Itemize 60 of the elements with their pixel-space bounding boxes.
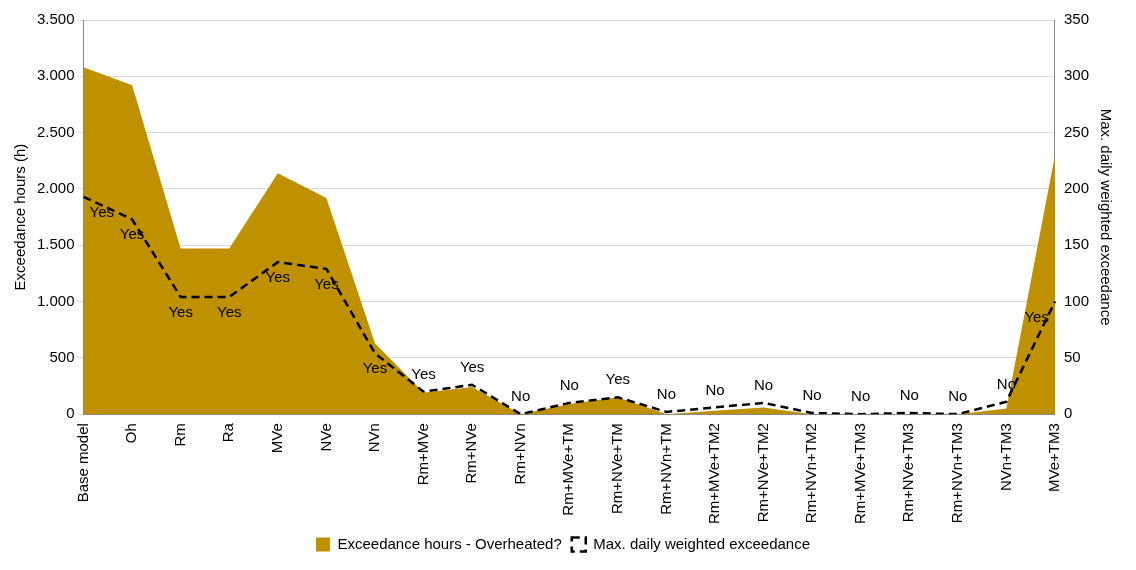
x-tick-label: MVe+TM3 [1045,423,1063,492]
x-tick-label: Rm+NVn+TM [656,423,674,515]
data-label: No [705,380,725,398]
data-label: No [511,387,531,405]
y2-tick-label: 300 [1063,66,1089,84]
x-tick-label: Rm+NVn [510,423,528,485]
x-tick-label: Rm+NVn+TM3 [947,423,965,524]
x-tick-label: Rm+MVe+TM [559,423,577,516]
x-tick-label: Rm+NVn+TM2 [802,423,820,524]
x-tick-label: NVn [365,423,383,453]
x-tick-label: Rm+MVe+TM3 [850,423,868,525]
y-tick-label: 500 [49,347,75,365]
y2-tick-label: 0 [1063,404,1073,422]
y2-tick-label: 50 [1063,347,1081,365]
y2-tick-label: 200 [1063,179,1089,197]
x-tick-label: Rm [170,423,188,447]
y2-tick-label: 350 [1063,10,1089,28]
y-tick-label: 2.500 [36,122,75,140]
y-tick-label: 0 [66,404,75,422]
data-label: No [802,386,822,404]
x-tick-label: NVn+TM3 [996,423,1014,492]
data-label: No [948,387,968,405]
y2-tick-label: 150 [1063,235,1089,253]
y2-tick-label: 250 [1063,122,1089,140]
data-label: Yes [362,359,388,377]
x-tick-label: Rm+NVe [462,423,480,484]
y-tick-label: 3.500 [36,10,75,28]
y-tick-label: 2.000 [36,179,75,197]
data-label: Yes [265,268,291,286]
data-label: No [899,386,919,404]
data-label: Yes [217,303,242,321]
data-label: Yes [119,225,145,243]
x-tick-label: MVe [267,423,285,454]
data-label: Yes [1024,307,1049,325]
data-label: No [656,385,676,403]
y-axis-title: Exceedance hours (h) [11,143,29,291]
x-tick-label: Rm+NVe+TM2 [753,423,771,523]
data-label: No [559,376,579,394]
data-label: Yes [168,303,193,321]
x-tick-label: Oh [122,423,140,444]
data-label: Yes [605,370,631,388]
y-tick-label: 1.500 [36,235,75,253]
data-label: Yes [411,364,436,382]
x-tick-label: Rm+MVe+TM2 [705,423,723,525]
x-tick-label: Rm+NVe+TM3 [899,423,917,523]
x-tick-label: Ra [219,422,237,443]
y2-axis-title: Max. daily weighted exceedance [1097,108,1115,326]
y-tick-label: 1.000 [36,291,75,309]
data-label: Yes [459,358,485,375]
x-tick-label: Rm+MVe [413,423,431,486]
x-tick-label: NVe [316,423,334,452]
data-label: No [851,387,871,405]
x-tick-label: Base model [73,423,91,503]
y-tick-label: 3.000 [36,66,75,84]
legend-label: Exceedance hours - Overheated? [337,534,562,552]
y2-tick-label: 100 [1063,291,1089,309]
data-label: Yes [314,275,339,293]
legend-label: Max. daily weighted exceedance [593,534,811,552]
data-label: No [753,376,774,394]
x-tick-label: Rm+NVe+TM [607,423,625,514]
